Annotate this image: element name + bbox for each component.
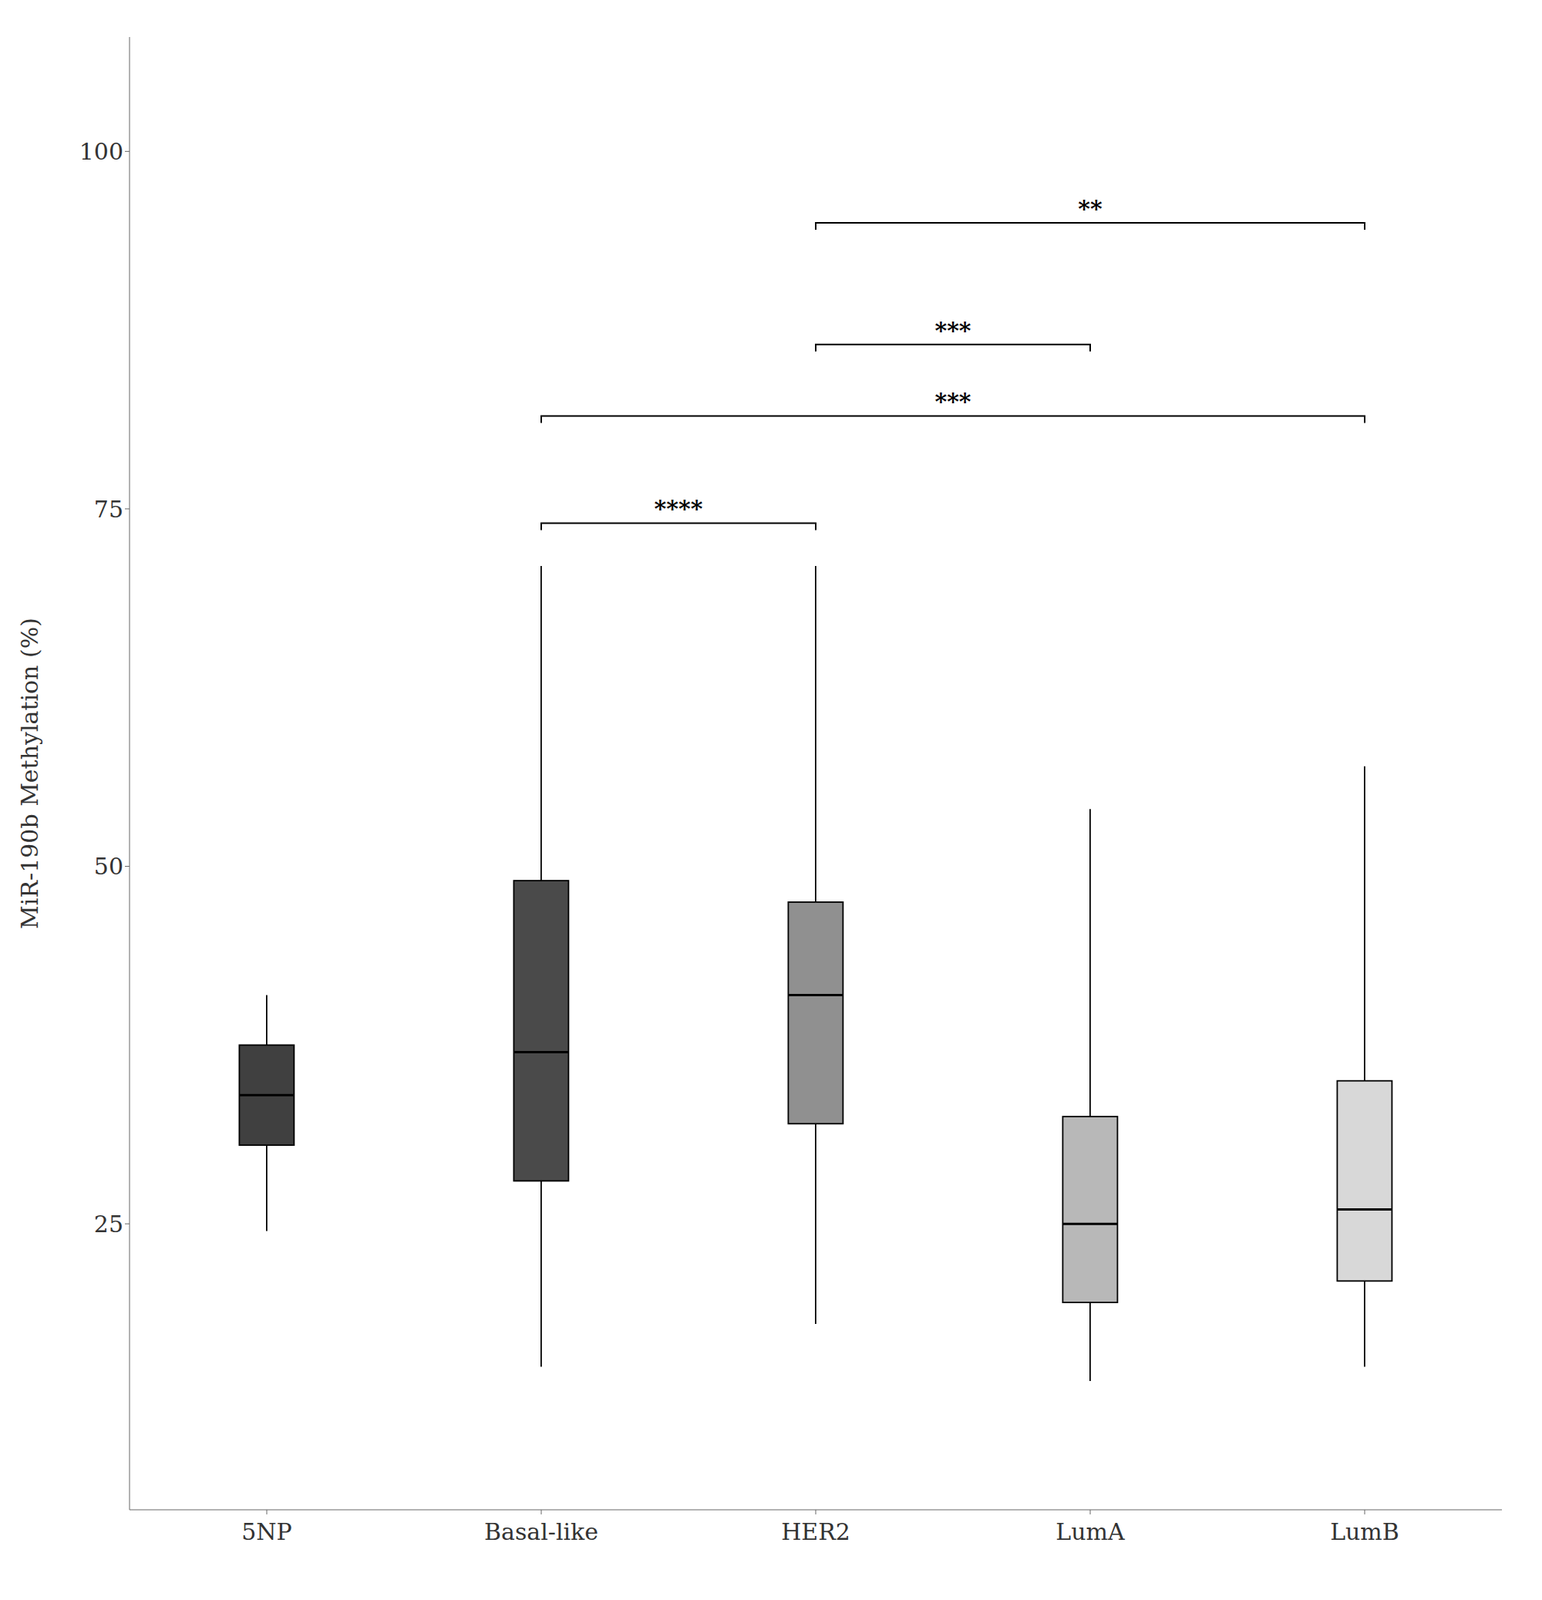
svg-text:***: *** [934,387,971,415]
svg-text:****: **** [654,494,704,522]
svg-text:LumB: LumB [1329,1518,1400,1546]
svg-text:**: ** [1077,195,1103,223]
svg-text:***: *** [934,316,971,344]
svg-text:100: 100 [79,138,124,165]
svg-text:75: 75 [94,495,124,523]
svg-text:50: 50 [94,852,124,880]
svg-text:Basal-like: Basal-like [484,1518,599,1546]
svg-text:LumA: LumA [1055,1518,1125,1546]
svg-text:HER2: HER2 [781,1518,851,1546]
svg-text:5NP: 5NP [241,1518,293,1546]
svg-text:25: 25 [94,1210,124,1238]
svg-text:MiR-190b Methylation (%): MiR-190b Methylation (%) [16,617,44,930]
